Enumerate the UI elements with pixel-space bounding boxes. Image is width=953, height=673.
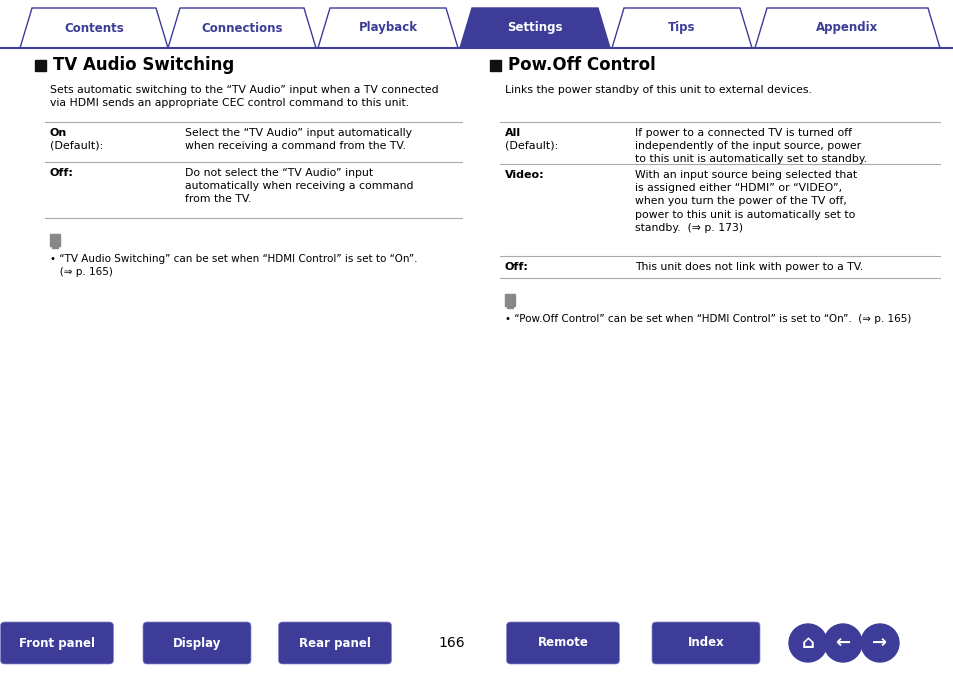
- Text: Appendix: Appendix: [816, 22, 878, 34]
- Polygon shape: [754, 8, 939, 48]
- Text: Index: Index: [687, 637, 723, 649]
- Bar: [506, 305, 513, 308]
- Text: ←: ←: [835, 634, 850, 652]
- FancyBboxPatch shape: [506, 622, 618, 664]
- FancyBboxPatch shape: [143, 622, 251, 664]
- Text: 166: 166: [438, 636, 465, 650]
- Polygon shape: [317, 8, 457, 48]
- Bar: [490, 60, 500, 71]
- Circle shape: [823, 624, 862, 662]
- Text: Front panel: Front panel: [19, 637, 95, 649]
- Text: (Default):: (Default):: [504, 141, 558, 151]
- Text: • “Pow.Off Control” can be set when “HDMI Control” is set to “On”.  (⇒ p. 165): • “Pow.Off Control” can be set when “HDM…: [504, 314, 910, 324]
- Text: If power to a connected TV is turned off
independently of the input source, powe: If power to a connected TV is turned off…: [635, 128, 866, 164]
- Text: On: On: [50, 128, 67, 138]
- Text: Sets automatic switching to the “TV Audio” input when a TV connected
via HDMI se: Sets automatic switching to the “TV Audi…: [50, 85, 438, 108]
- Text: ⌂: ⌂: [801, 634, 814, 652]
- Text: Rear panel: Rear panel: [298, 637, 371, 649]
- Text: Video:: Video:: [504, 170, 544, 180]
- Polygon shape: [612, 8, 751, 48]
- Text: All: All: [504, 128, 520, 138]
- Text: Contents: Contents: [64, 22, 124, 34]
- Circle shape: [788, 624, 826, 662]
- Text: (Default):: (Default):: [50, 141, 103, 151]
- Text: Pow.Off Control: Pow.Off Control: [507, 57, 655, 75]
- Text: Connections: Connections: [201, 22, 282, 34]
- Polygon shape: [20, 8, 168, 48]
- Text: TV Audio Switching: TV Audio Switching: [53, 57, 234, 75]
- Bar: [504, 294, 515, 306]
- Text: Links the power standby of this unit to external devices.: Links the power standby of this unit to …: [504, 85, 811, 95]
- Circle shape: [861, 624, 898, 662]
- Text: →: →: [872, 634, 886, 652]
- Polygon shape: [168, 8, 315, 48]
- FancyBboxPatch shape: [1, 622, 113, 664]
- Bar: [50, 234, 60, 246]
- Bar: [35, 60, 46, 71]
- Polygon shape: [459, 8, 609, 48]
- Text: Display: Display: [172, 637, 221, 649]
- Bar: [52, 245, 58, 248]
- FancyBboxPatch shape: [278, 622, 391, 664]
- Text: • “TV Audio Switching” can be set when “HDMI Control” is set to “On”.
   (⇒ p. 1: • “TV Audio Switching” can be set when “…: [50, 254, 417, 277]
- Text: This unit does not link with power to a TV.: This unit does not link with power to a …: [635, 262, 862, 272]
- Text: Remote: Remote: [537, 637, 588, 649]
- FancyBboxPatch shape: [651, 622, 760, 664]
- Text: Settings: Settings: [507, 22, 562, 34]
- Text: Off:: Off:: [504, 262, 528, 272]
- Text: With an input source being selected that
is assigned either “HDMI” or “VIDEO”,
w: With an input source being selected that…: [635, 170, 856, 233]
- Text: Tips: Tips: [667, 22, 695, 34]
- Text: Playback: Playback: [358, 22, 417, 34]
- Text: Off:: Off:: [50, 168, 73, 178]
- Text: Select the “TV Audio” input automatically
when receiving a command from the TV.: Select the “TV Audio” input automaticall…: [185, 128, 412, 151]
- Text: Do not select the “TV Audio” input
automatically when receiving a command
from t: Do not select the “TV Audio” input autom…: [185, 168, 413, 205]
